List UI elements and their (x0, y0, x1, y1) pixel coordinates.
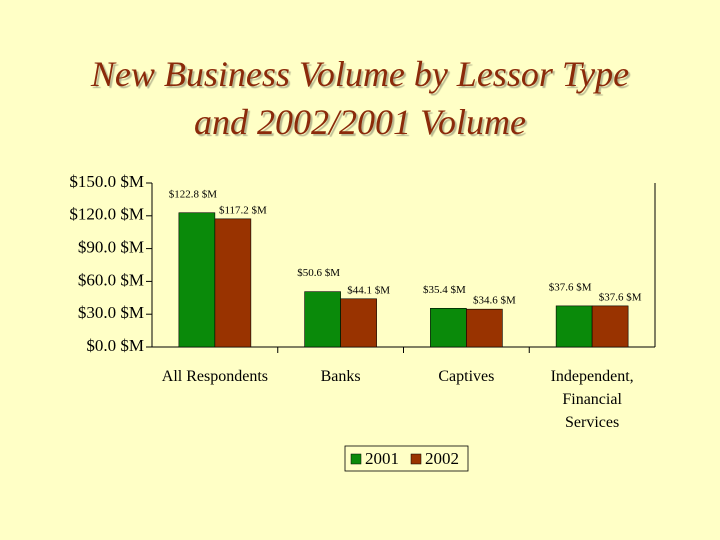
y-tick-label: $60.0 $M (78, 270, 144, 289)
bar (591, 305, 629, 348)
x-tick-label: Captives (438, 368, 495, 385)
bar (555, 305, 593, 348)
y-tick-label: $120.0 $M (69, 205, 144, 224)
bar (178, 212, 216, 348)
value-label: $50.6 $M (297, 267, 340, 279)
bar (304, 291, 341, 348)
legend-swatch (410, 453, 422, 465)
x-tick-label: Banks (320, 368, 361, 385)
y-tick-label: $0.0 $M (86, 336, 144, 355)
legend-label: 2002 (425, 449, 459, 468)
x-tick-label: All Respondents (161, 368, 268, 385)
bar (430, 307, 467, 348)
y-tick-label: $30.0 $M (78, 303, 144, 322)
x-tick-label: Independent, Financial Services (550, 368, 634, 431)
bar (466, 308, 503, 348)
chart-title: New Business Volume by Lessor Type and 2… (90, 54, 630, 142)
legend-swatch (350, 453, 362, 465)
value-label: $35.4 $M (423, 284, 466, 296)
value-label: $122.8 $M (169, 188, 218, 200)
value-label: $37.6 $M (549, 281, 592, 293)
y-tick-label: $90.0 $M (78, 238, 144, 257)
value-label: $117.2 $M (219, 204, 267, 216)
value-label: $34.6 $M (473, 295, 516, 307)
bar (214, 218, 252, 348)
legend-label: 2001 (365, 449, 399, 468)
value-label: $44.1 $M (347, 284, 390, 296)
legend-box (344, 445, 469, 472)
y-tick-label: $150.0 $M (69, 172, 144, 191)
value-label: $37.6 $M (599, 291, 642, 303)
bar (340, 298, 377, 348)
